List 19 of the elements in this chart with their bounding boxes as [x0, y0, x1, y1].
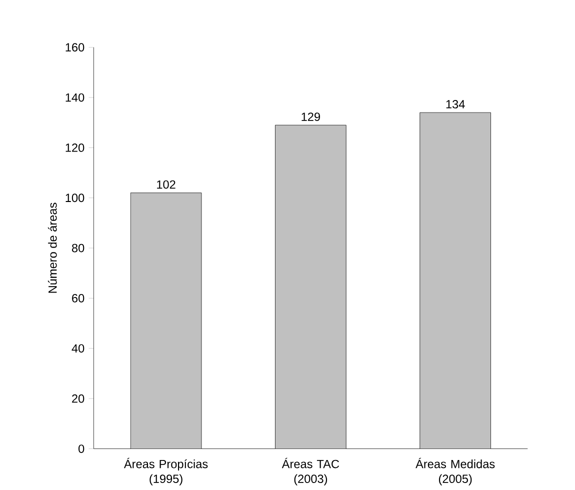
y-tick-label: 140 — [66, 93, 84, 102]
x-tick-label: Áreas Propícias (1995) — [124, 458, 208, 486]
y-tick-label: 60 — [72, 294, 84, 302]
y-tick-label: 120 — [66, 143, 84, 152]
data-label: 134 — [446, 100, 465, 108]
y-tick-label: 80 — [72, 244, 84, 252]
y-tick-label: 100 — [66, 194, 84, 202]
y-tick-label: 20 — [72, 394, 84, 403]
x-tick-label: Áreas Medidas (2005) — [416, 458, 495, 486]
data-label: 129 — [302, 112, 320, 121]
bar — [420, 112, 491, 449]
y-tick-label: 40 — [72, 344, 84, 353]
data-label: 102 — [157, 180, 176, 189]
y-tick-label: 0 — [78, 444, 84, 453]
y-tick-label: 160 — [66, 43, 84, 52]
bar — [130, 192, 202, 449]
bar — [275, 125, 346, 449]
x-tick-label: Áreas TAC (2003) — [282, 458, 340, 486]
y-axis-title: Número de áreas — [48, 202, 57, 293]
